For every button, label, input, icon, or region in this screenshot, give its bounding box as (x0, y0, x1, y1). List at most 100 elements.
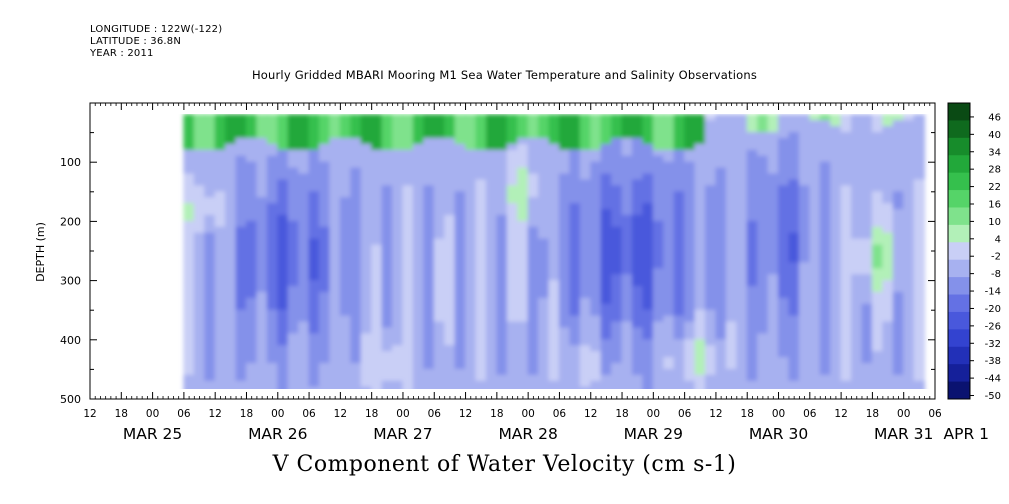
heatmap-cell (798, 380, 811, 388)
heatmap-cell (642, 303, 654, 311)
heatmap-cell (287, 368, 300, 376)
heatmap-cell (308, 374, 321, 382)
heatmap-cell (256, 297, 268, 305)
heatmap-cell (454, 209, 467, 216)
heatmap-cell (819, 280, 832, 288)
heatmap-cell (360, 274, 373, 282)
heatmap-cell (287, 209, 300, 216)
heatmap-cell (715, 161, 727, 169)
heatmap-cell (329, 286, 341, 293)
heatmap-cell (830, 155, 842, 163)
heatmap-cell (392, 132, 404, 140)
heatmap-cell (298, 161, 310, 169)
heatmap-cell (183, 120, 195, 128)
heatmap-cell (496, 274, 508, 282)
heatmap-cell (631, 132, 644, 140)
heatmap-cell (861, 268, 873, 276)
heatmap-cell (527, 220, 540, 228)
heatmap-cell (319, 297, 331, 305)
heatmap-cell (485, 132, 498, 140)
heatmap-cell (830, 120, 842, 128)
heatmap-cell (350, 386, 362, 389)
heatmap-cell (308, 268, 321, 276)
heatmap-cell (412, 368, 425, 376)
heatmap-cell (673, 220, 686, 228)
heatmap-cell (256, 345, 268, 353)
heatmap-cell (371, 197, 383, 205)
heatmap-cell (412, 262, 425, 270)
heatmap-cell (319, 268, 331, 276)
heatmap-cell (673, 120, 686, 128)
heatmap-cell (830, 280, 842, 288)
heatmap-cell (652, 197, 665, 205)
heatmap-cell (590, 256, 602, 264)
heatmap-cell (308, 333, 321, 341)
heatmap-cell (360, 321, 373, 329)
heatmap-cell (339, 232, 352, 240)
heatmap-cell (840, 286, 853, 293)
heatmap-cell (475, 386, 487, 389)
x-hour-tick-label: 06 (803, 408, 817, 420)
heatmap-cell (548, 244, 560, 252)
heatmap-cell (485, 327, 498, 335)
heatmap-cell (684, 333, 696, 341)
heatmap-cell (736, 362, 748, 370)
heatmap-cell (903, 357, 915, 364)
heatmap-cell (715, 345, 727, 353)
heatmap-cell (757, 327, 769, 335)
heatmap-cell (913, 309, 926, 317)
heatmap-cell (642, 362, 654, 370)
heatmap-cell (736, 386, 748, 389)
heatmap-cell (819, 197, 832, 205)
heatmap-cell (412, 203, 425, 211)
heatmap-cell (642, 250, 654, 258)
heatmap-cell (548, 297, 560, 305)
heatmap-cell (819, 250, 832, 258)
heatmap-cell (371, 345, 383, 353)
heatmap-cell (652, 362, 665, 370)
heatmap-cell (517, 286, 529, 293)
heatmap-cell (371, 126, 383, 134)
heatmap-cell (204, 374, 216, 382)
heatmap-cell (433, 179, 446, 187)
heatmap-cell (319, 161, 331, 169)
heatmap-cell (423, 374, 435, 382)
heatmap-cell (287, 339, 300, 347)
heatmap-cell (736, 303, 748, 311)
heatmap-cell (725, 380, 738, 388)
heatmap-cell (694, 368, 706, 376)
heatmap-cell (548, 173, 560, 181)
heatmap-cell (298, 368, 310, 376)
heatmap-cell (882, 339, 894, 347)
heatmap-cell (204, 297, 216, 305)
heatmap-cell (214, 333, 227, 341)
heatmap-cell (611, 238, 623, 246)
heatmap-cell (506, 345, 519, 353)
heatmap-cell (256, 380, 268, 388)
heatmap-cell (444, 374, 456, 382)
heatmap-cell (694, 197, 706, 205)
heatmap-cell (308, 132, 321, 140)
heatmap-cell (402, 244, 414, 252)
heatmap-cell (517, 256, 529, 264)
heatmap-cell (798, 345, 811, 353)
heatmap-cell (830, 220, 842, 228)
heatmap-cell (590, 368, 602, 376)
heatmap-cell (631, 191, 644, 199)
heatmap-cell (496, 185, 508, 193)
heatmap-cell (517, 333, 529, 341)
heatmap-cell (381, 209, 394, 216)
heatmap-cell (778, 114, 790, 122)
heatmap-cell (433, 197, 446, 205)
heatmap-cell (496, 220, 508, 228)
heatmap-cell (851, 321, 863, 329)
heatmap-cell (590, 321, 602, 329)
heatmap-cell (277, 380, 289, 388)
heatmap-cell (527, 297, 540, 305)
heatmap-cell (214, 345, 227, 353)
heatmap-cell (256, 386, 268, 389)
heatmap-cell (569, 143, 581, 151)
heatmap-cell (319, 286, 331, 293)
heatmap-cell (214, 309, 227, 317)
heatmap-cell (892, 226, 905, 234)
